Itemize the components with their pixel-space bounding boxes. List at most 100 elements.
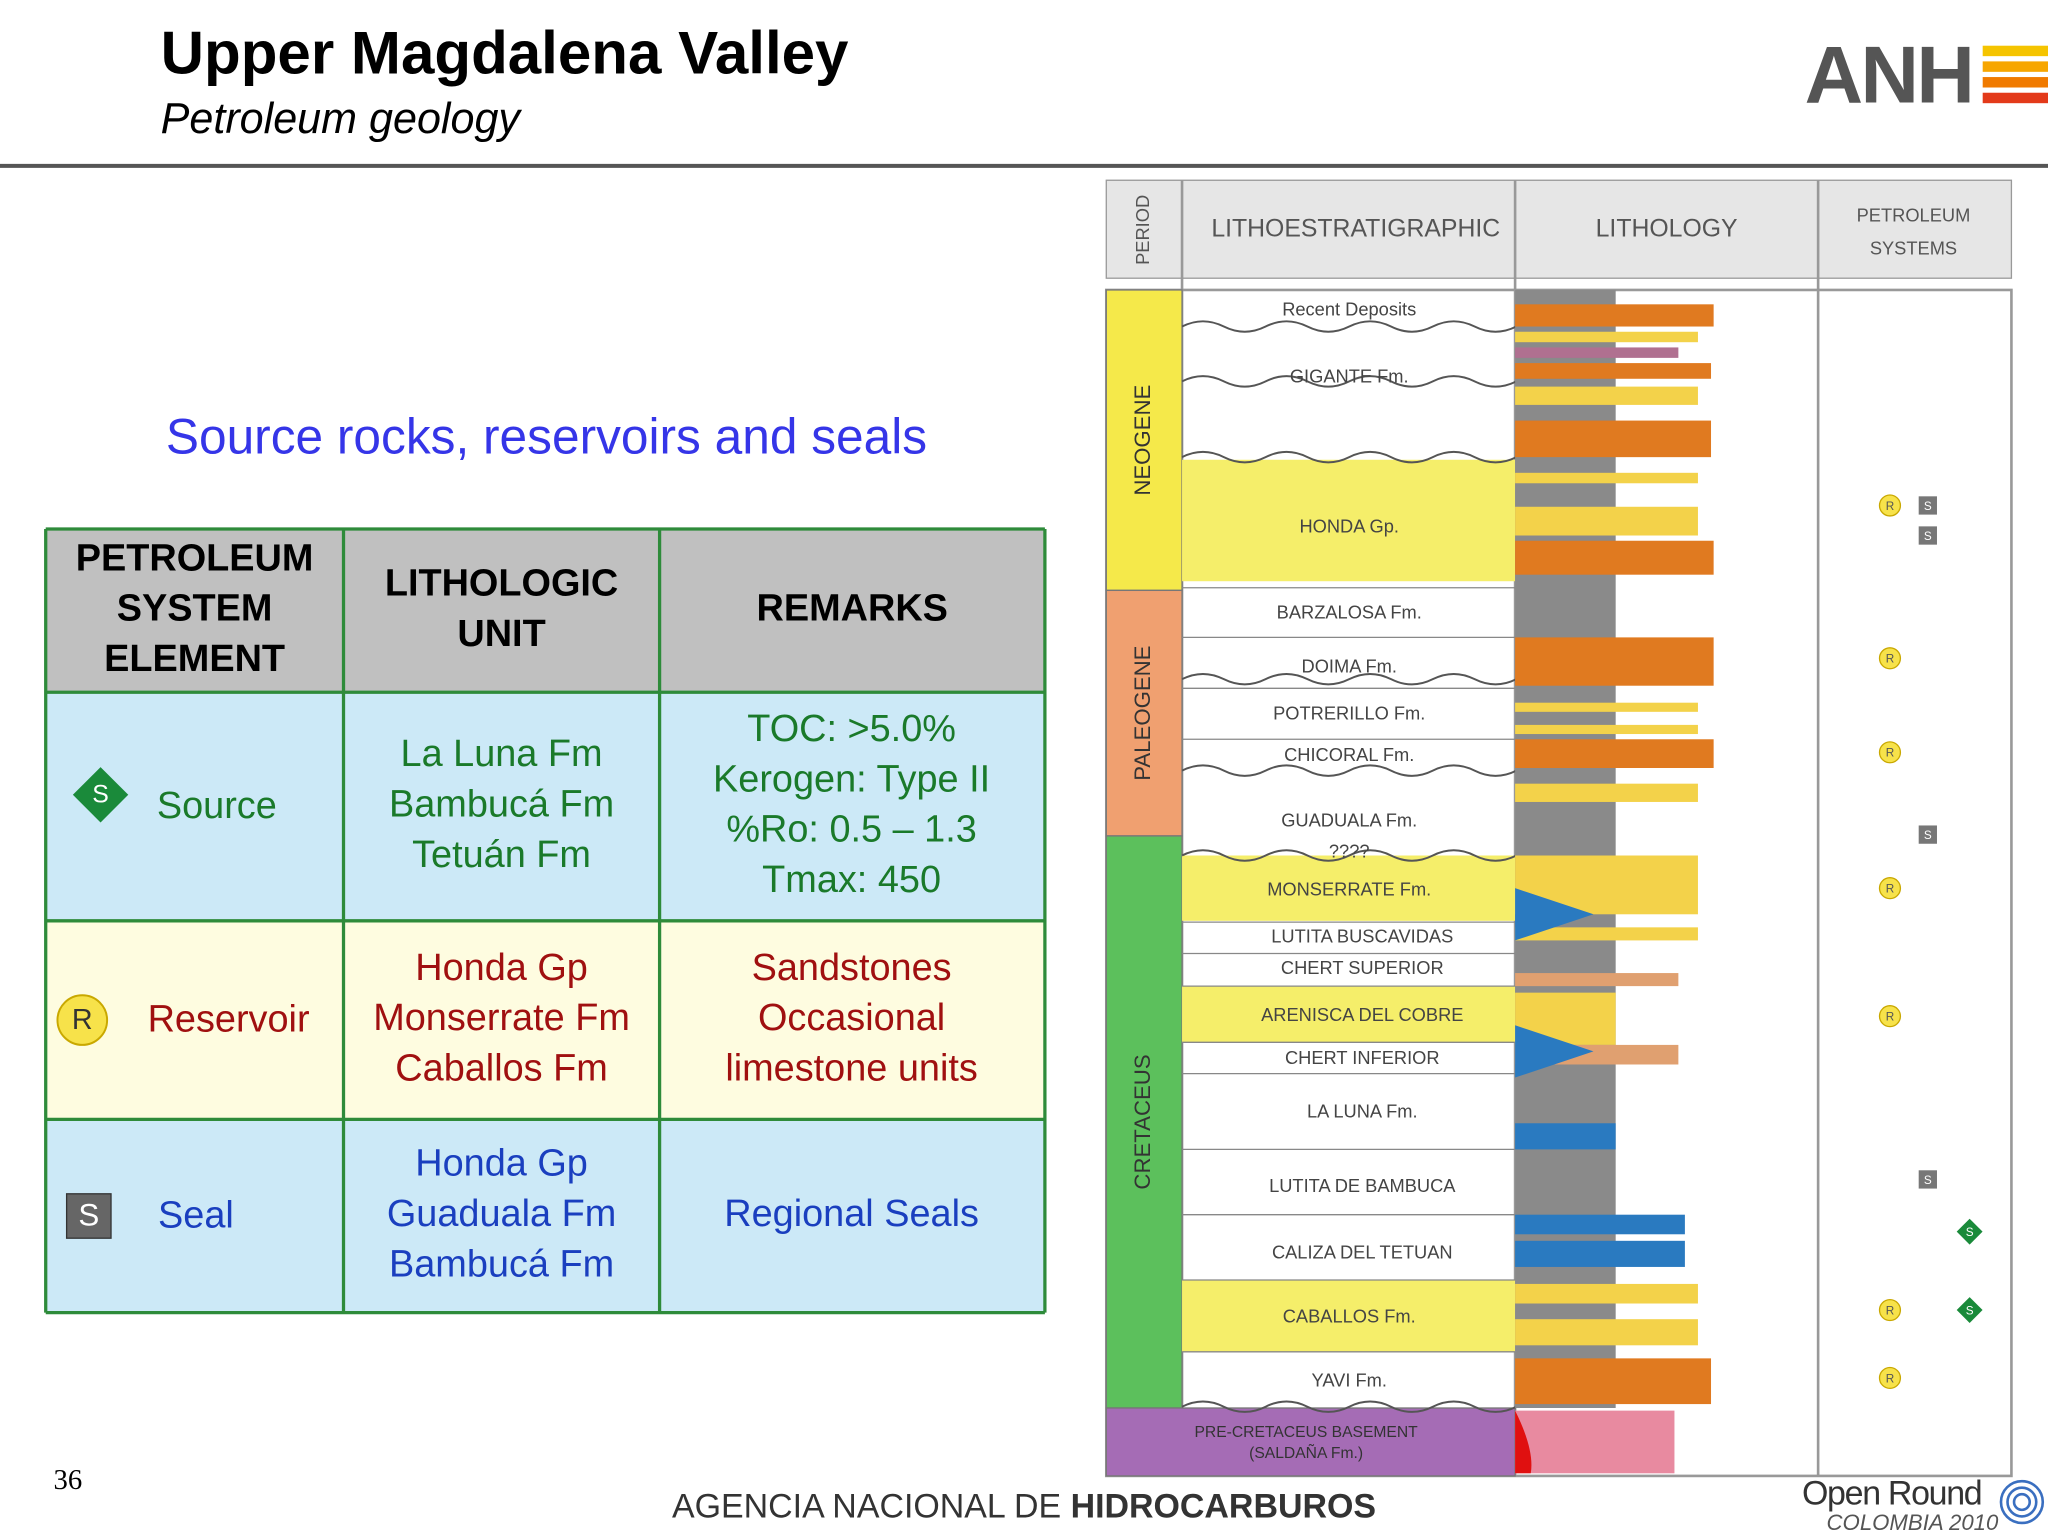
remarks: Kerogen: Type II	[713, 758, 990, 800]
agency-prefix: AGENCIA NACIONAL DE	[672, 1488, 1071, 1526]
seal-marker	[1918, 825, 1937, 844]
agency-name: AGENCIA NACIONAL DE HIDROCARBUROS	[672, 1488, 1376, 1526]
lithology-bed	[1515, 1283, 1698, 1304]
brand-sub: COLOMBIA 2010	[1827, 1510, 1999, 1535]
table-row-bg	[45, 920, 1045, 1120]
lithologic-unit: Honda Gp	[415, 947, 588, 989]
table-row-bg	[45, 1119, 1045, 1313]
column-header: PERIOD	[1132, 195, 1153, 265]
period-band	[1105, 589, 1183, 837]
formation-label: YAVI Fm.	[1312, 1370, 1387, 1391]
lithology-bed	[1515, 1410, 1675, 1474]
icon-label: S	[78, 1198, 99, 1233]
unconformity	[1181, 320, 1517, 333]
brand: Open Round	[1802, 1474, 1981, 1512]
unconformity	[1181, 672, 1517, 686]
icon-label: R	[72, 1004, 93, 1036]
formation-label: GIGANTE Fm.	[1290, 365, 1409, 386]
lithology-bed	[1515, 1214, 1685, 1235]
marker-label: R	[1886, 500, 1895, 513]
seal-icon	[65, 1193, 112, 1239]
marker-label: R	[1886, 747, 1895, 760]
marker-label: R	[1886, 1372, 1895, 1385]
table-header: UNIT	[457, 613, 545, 655]
formation-label: CHICORAL Fm.	[1284, 744, 1414, 765]
reservoir-icon	[56, 994, 109, 1046]
marker-label: S	[1924, 1174, 1932, 1187]
reservoir-marker	[1878, 877, 1902, 900]
reservoir-marker	[1878, 1366, 1902, 1390]
lithology-bed	[1515, 1123, 1616, 1150]
remarks: limestone units	[725, 1047, 978, 1089]
formation-label: CHERT SUPERIOR	[1281, 957, 1444, 978]
anh-stripes	[1982, 45, 2048, 104]
marker-label: S	[1924, 829, 1932, 842]
cobre-wedge	[1515, 888, 1594, 1078]
table-row-bg	[45, 692, 1045, 921]
subtitle: Petroleum geology	[161, 95, 523, 143]
unconformity	[1181, 764, 1517, 777]
column-header: SYSTEMS	[1870, 237, 1957, 258]
unconformity	[1181, 1400, 1517, 1413]
table-row-bg	[45, 528, 1045, 693]
basement-label: (SALDAÑA Fm.)	[1249, 1442, 1363, 1462]
formation-label: CALIZA DEL TETUAN	[1272, 1242, 1453, 1263]
section-heading: Source rocks, reservoirs and seals	[166, 408, 927, 464]
lithologic-unit: Bambucá Fm	[389, 1243, 614, 1285]
formation-label: GUADUALA Fm.	[1281, 809, 1417, 830]
sand-unit	[1182, 855, 1516, 921]
sand-unit	[1182, 459, 1516, 582]
reservoir-marker	[1878, 1298, 1902, 1322]
reservoir-marker	[1878, 1005, 1902, 1028]
element-label: Source	[157, 785, 277, 827]
lithology-bed	[1515, 363, 1712, 379]
lithology-bed	[1515, 1319, 1698, 1346]
reservoir-marker	[1878, 647, 1902, 670]
remarks: TOC: >5.0%	[747, 708, 956, 750]
lithology-bed	[1515, 973, 1679, 987]
lithology-bed	[1515, 506, 1698, 536]
table-header: SYSTEM	[117, 588, 273, 630]
remarks: Occasional	[758, 997, 945, 1039]
agency-bold: HIDROCARBUROS	[1071, 1488, 1376, 1526]
lithology-bed	[1515, 420, 1712, 458]
sand-unit	[1182, 1280, 1516, 1352]
period-band	[1105, 835, 1183, 1409]
remarks: Tmax: 450	[762, 859, 941, 901]
marker-label: R	[1886, 1304, 1895, 1317]
marker-label: S	[1966, 1304, 1974, 1317]
unconformity	[1181, 450, 1517, 464]
lithology-bed	[1515, 724, 1698, 735]
table-header: LITHOLOGIC	[385, 562, 618, 604]
brand-swirl	[2012, 1492, 2032, 1512]
icon-label: S	[92, 782, 109, 809]
lithology-bed	[1515, 637, 1714, 686]
column-header-bg	[1105, 179, 2013, 279]
remarks: Regional Seals	[724, 1193, 979, 1235]
element-label: Reservoir	[148, 998, 310, 1040]
lithologic-unit: Tetuán Fm	[412, 834, 591, 876]
table-header: ELEMENT	[104, 638, 285, 680]
lithology-bed	[1515, 702, 1698, 712]
formation-label: HONDA Gp.	[1299, 516, 1398, 537]
marker-label: S	[1966, 1226, 1974, 1239]
logo: ANH	[1805, 30, 1973, 120]
lithology-bed	[1515, 386, 1698, 405]
lithology-bed	[1515, 347, 1679, 358]
lithology-bed	[1515, 739, 1714, 768]
lithology-bed	[1515, 783, 1698, 802]
formation-label: CABALLOS Fm.	[1283, 1306, 1416, 1327]
lithologic-unit: Bambucá Fm	[389, 784, 614, 826]
marker-label: R	[1886, 1011, 1895, 1024]
lithologic-unit: La Luna Fm	[401, 733, 603, 775]
formation-label: LUTITA DE BAMBUCA	[1269, 1175, 1456, 1196]
seal-marker	[1918, 526, 1937, 545]
formation-label: MONSERRATE Fm.	[1267, 879, 1431, 900]
lithology-bed	[1515, 1240, 1685, 1267]
remarks: Sandstones	[752, 947, 952, 989]
formation-label: ????	[1329, 841, 1370, 862]
shale-column	[1515, 289, 1616, 1408]
column-header: PETROLEUM	[1857, 205, 1971, 226]
lithology-bed	[1515, 331, 1698, 343]
